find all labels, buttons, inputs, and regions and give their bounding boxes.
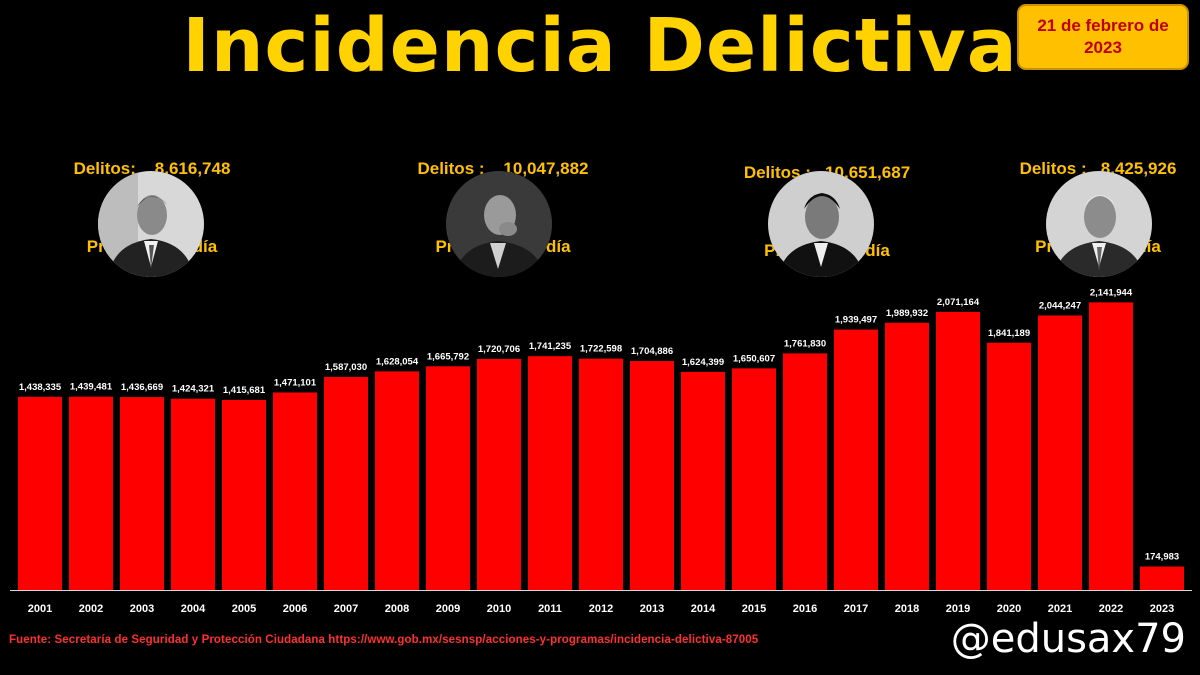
bar-2020 — [987, 342, 1031, 590]
bar-2001 — [18, 396, 62, 590]
x-tick-label: 2002 — [79, 603, 103, 615]
x-tick-label: 2023 — [1150, 603, 1174, 615]
bar-2019 — [936, 311, 980, 590]
bar-2023 — [1140, 566, 1184, 590]
x-tick-label: 2017 — [844, 603, 868, 615]
x-tick-label: 2021 — [1048, 603, 1072, 615]
x-tick-label: 2016 — [793, 603, 817, 615]
delitos-total-1: Delitos: 8,616,748 — [73, 159, 231, 178]
bar-value-label: 174,983 — [1145, 552, 1179, 563]
bar-value-label: 1,471,101 — [274, 377, 317, 388]
bar-2010 — [477, 358, 521, 590]
bar-2013 — [630, 361, 674, 590]
bar-2018 — [885, 322, 929, 590]
bar-2007 — [324, 376, 368, 590]
bar-value-label: 1,939,497 — [835, 315, 877, 326]
x-tick-label: 2005 — [232, 603, 256, 615]
bar-value-label: 1,424,321 — [172, 384, 215, 395]
bar-2009 — [426, 366, 470, 590]
bar-2005 — [222, 399, 266, 590]
person-portrait-icon — [768, 171, 874, 277]
bar-2004 — [171, 398, 215, 590]
bar-value-label: 1,761,830 — [784, 338, 826, 349]
bar-value-label: 1,650,607 — [733, 353, 775, 364]
bar-value-label: 1,722,598 — [580, 344, 622, 355]
x-tick-label: 2007 — [334, 603, 358, 615]
bar-value-label: 2,044,247 — [1039, 300, 1081, 311]
bar-value-label: 1,628,054 — [376, 356, 419, 367]
bar-value-label: 1,720,706 — [478, 344, 520, 355]
bar-2016 — [783, 353, 827, 590]
bar-value-label: 1,665,792 — [427, 351, 469, 362]
x-tick-label: 2008 — [385, 603, 409, 615]
x-tick-label: 2011 — [538, 603, 562, 615]
delitos-total-2: Delitos : 10,047,882 — [417, 159, 589, 178]
source-note: Fuente: Secretaría de Seguridad y Protec… — [9, 634, 759, 646]
bar-value-label: 1,415,681 — [223, 385, 266, 396]
bar-value-label: 1,989,932 — [886, 308, 928, 319]
x-tick-label: 2020 — [997, 603, 1021, 615]
bar-value-label: 2,141,944 — [1090, 287, 1133, 298]
bar-2017 — [834, 329, 878, 590]
bar-value-label: 1,704,886 — [631, 346, 673, 357]
bar-2021 — [1038, 315, 1082, 590]
x-tick-label: 2019 — [946, 603, 970, 615]
x-tick-label: 2013 — [640, 603, 664, 615]
bar-value-label: 1,624,399 — [682, 357, 724, 368]
x-tick-label: 2015 — [742, 603, 766, 615]
bar-2003 — [120, 397, 164, 590]
person-portrait-icon — [446, 171, 552, 277]
page-title: Incidencia Delictiva — [182, 3, 1018, 89]
bar-2011 — [528, 356, 572, 590]
date-text: 21 de febrero de 2023 — [1037, 16, 1169, 57]
person-portrait-icon — [1046, 171, 1152, 277]
bar-2002 — [69, 396, 113, 590]
bar-value-label: 1,439,481 — [70, 382, 113, 393]
x-tick-label: 2018 — [895, 603, 919, 615]
x-tick-label: 2001 — [28, 603, 52, 615]
bar-value-label: 1,587,030 — [325, 362, 367, 373]
author-handle: @edusax79 — [950, 616, 1186, 662]
bar-2006 — [273, 392, 317, 590]
bar-2014 — [681, 371, 725, 590]
x-tick-label: 2006 — [283, 603, 307, 615]
bar-value-label: 1,841,189 — [988, 328, 1030, 339]
x-tick-label: 2010 — [487, 603, 511, 615]
bar-2008 — [375, 371, 419, 590]
x-tick-label: 2012 — [589, 603, 613, 615]
bar-2015 — [732, 368, 776, 590]
bar-value-label: 1,436,669 — [121, 382, 163, 393]
bar-value-label: 1,438,335 — [19, 382, 62, 393]
date-badge: 21 de febrero de 2023 — [1017, 4, 1189, 70]
x-tick-label: 2004 — [181, 603, 206, 615]
bar-2022 — [1089, 302, 1133, 590]
bar-value-label: 2,071,164 — [937, 297, 980, 308]
x-tick-label: 2009 — [436, 603, 460, 615]
x-tick-label: 2014 — [691, 603, 716, 615]
bar-value-label: 1,741,235 — [529, 341, 572, 352]
delitos-total-4: Delitos : 8,425,926 — [1019, 159, 1177, 178]
bar-2012 — [579, 358, 623, 590]
x-tick-label: 2022 — [1099, 603, 1123, 615]
delitos-total-3: Delitos : 10,651,687 — [743, 163, 911, 182]
x-tick-label: 2003 — [130, 603, 154, 615]
